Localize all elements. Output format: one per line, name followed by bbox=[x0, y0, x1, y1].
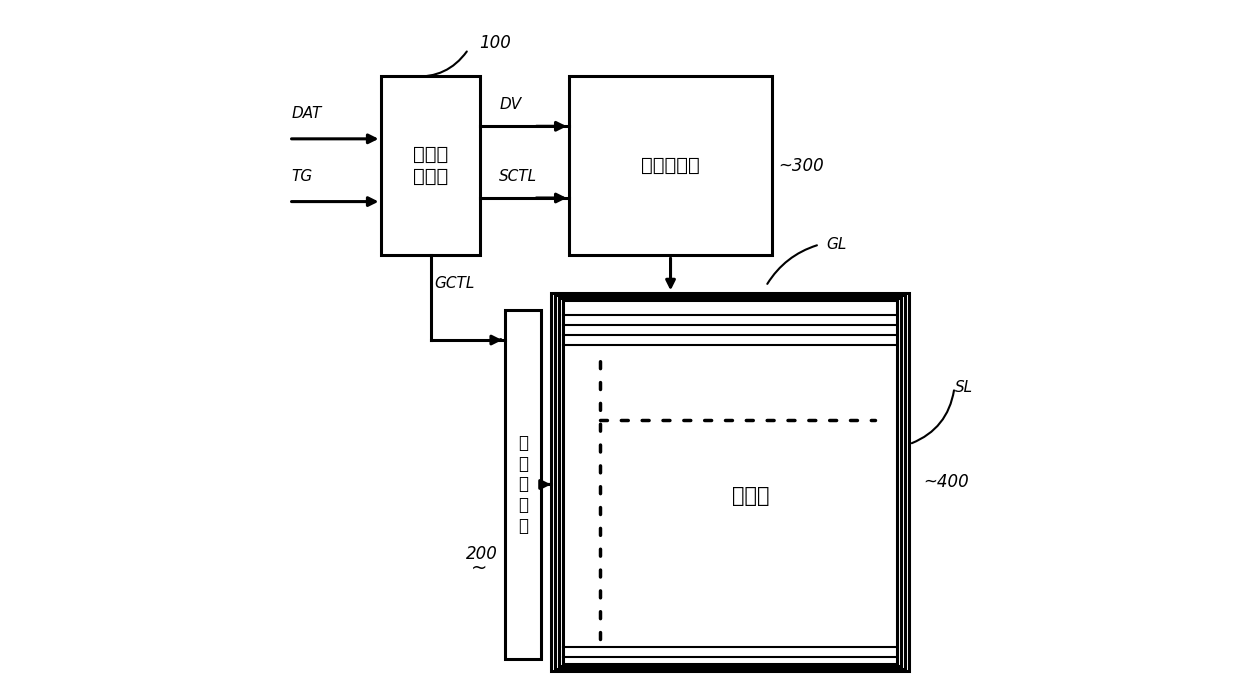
Text: SL: SL bbox=[955, 380, 972, 395]
FancyBboxPatch shape bbox=[382, 76, 480, 255]
Text: ~: ~ bbox=[471, 559, 487, 577]
Text: 100: 100 bbox=[480, 34, 512, 52]
Text: 显示控
制电路: 显示控 制电路 bbox=[413, 145, 448, 186]
Text: DV: DV bbox=[500, 97, 522, 113]
FancyBboxPatch shape bbox=[505, 310, 542, 658]
Text: SCTL: SCTL bbox=[498, 169, 537, 184]
FancyBboxPatch shape bbox=[569, 76, 771, 255]
Text: TG: TG bbox=[291, 169, 312, 184]
Text: 显示部: 显示部 bbox=[732, 486, 770, 506]
Text: 200: 200 bbox=[466, 545, 498, 563]
Text: DAT: DAT bbox=[291, 106, 322, 122]
Text: ~400: ~400 bbox=[923, 473, 968, 491]
FancyBboxPatch shape bbox=[563, 300, 897, 664]
Text: ~300: ~300 bbox=[779, 157, 825, 175]
FancyBboxPatch shape bbox=[572, 350, 888, 639]
FancyBboxPatch shape bbox=[559, 298, 901, 666]
Text: GCTL: GCTL bbox=[434, 276, 475, 291]
FancyBboxPatch shape bbox=[551, 293, 909, 671]
Text: 源极驱动器: 源极驱动器 bbox=[641, 157, 699, 175]
Text: GL: GL bbox=[827, 237, 847, 252]
FancyBboxPatch shape bbox=[554, 296, 905, 668]
Text: 栅
极
驱
动
器: 栅 极 驱 动 器 bbox=[518, 434, 528, 535]
